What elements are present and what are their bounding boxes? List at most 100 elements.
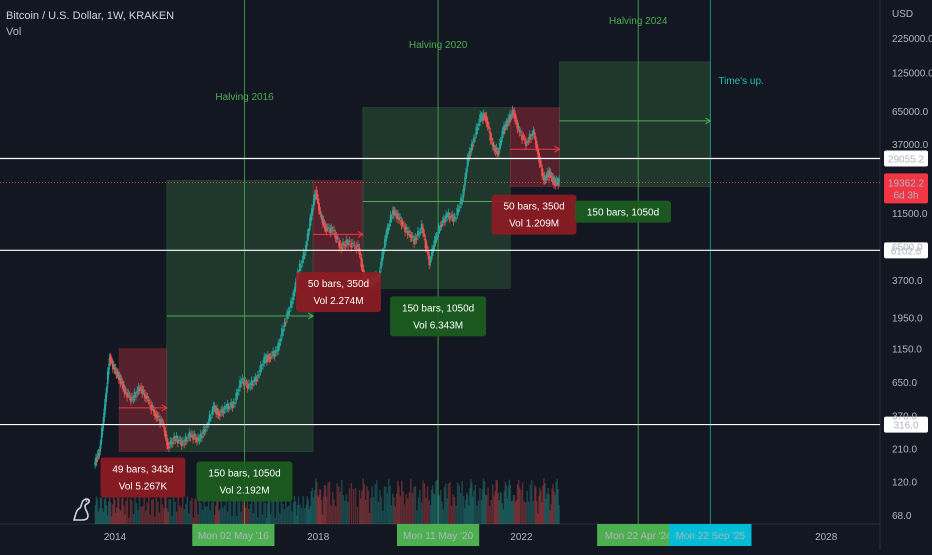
candle	[447, 212, 450, 216]
candle	[467, 159, 470, 161]
volume-bar	[243, 505, 245, 524]
volume-bar	[323, 485, 326, 524]
volume-bar	[404, 504, 406, 524]
measure-bars-label: 50 bars, 350d	[308, 279, 369, 290]
candle	[199, 433, 202, 439]
candle	[438, 229, 441, 231]
volume-bar	[386, 493, 389, 524]
candle	[468, 151, 471, 158]
candle	[418, 232, 421, 235]
candle	[394, 210, 396, 212]
volume-indicator-label[interactable]: Vol	[6, 26, 22, 38]
symbol-title[interactable]: Bitcoin / U.S. Dollar, 1W, KRAKEN	[6, 10, 175, 22]
candle	[398, 217, 400, 221]
volume-bar	[123, 505, 125, 524]
candle	[524, 140, 527, 146]
volume-bar	[109, 502, 112, 524]
date-badge	[396, 524, 480, 546]
candle	[512, 112, 515, 115]
volume-bar	[371, 486, 373, 524]
volume-bar	[226, 511, 229, 524]
candle	[154, 411, 156, 416]
volume-bar	[235, 515, 238, 524]
volume-bar	[482, 478, 485, 524]
volume-bar	[128, 517, 130, 524]
measure-bars-label: 49 bars, 343d	[112, 465, 173, 476]
volume-bar	[468, 505, 470, 524]
level-price-tag	[884, 150, 928, 167]
halving-label: Halving 2016	[215, 92, 274, 103]
volume-bar	[195, 500, 198, 524]
candle	[321, 219, 324, 225]
volume-bar	[542, 485, 544, 524]
volume-bar	[450, 506, 453, 524]
volume-bar	[473, 490, 475, 524]
candle	[503, 128, 506, 131]
candle	[112, 364, 115, 366]
volume-bar	[222, 507, 224, 524]
candle	[531, 133, 534, 137]
volume-bar	[523, 501, 525, 524]
volume-bar	[126, 498, 129, 524]
candle	[491, 142, 494, 147]
volume-bar	[191, 498, 193, 524]
candle	[190, 433, 193, 435]
volume-bar	[265, 517, 268, 524]
volume-bar	[484, 494, 487, 524]
candle	[183, 443, 186, 445]
volume-bar	[311, 487, 314, 524]
candle	[320, 215, 323, 217]
level-price-label: 29055.2	[888, 154, 925, 165]
volume-bar	[137, 509, 139, 524]
volume-bar	[138, 496, 141, 524]
volume-bar	[106, 515, 109, 524]
volume-bar	[331, 492, 334, 524]
volume-bar	[316, 482, 318, 524]
candle	[225, 408, 228, 410]
candle	[430, 257, 433, 259]
volume-bar	[201, 510, 204, 524]
volume-bar	[186, 496, 189, 524]
candle	[173, 436, 175, 441]
candle	[519, 131, 522, 133]
candle	[111, 361, 113, 363]
candle	[382, 251, 385, 255]
candle	[507, 118, 510, 123]
volume-bar	[547, 487, 549, 524]
volume-bar	[225, 496, 227, 524]
candle	[481, 115, 483, 118]
volume-bar	[414, 486, 417, 524]
candle	[138, 389, 141, 391]
box-arrow-icon	[307, 312, 315, 320]
volume-bar	[293, 496, 296, 524]
candle	[331, 230, 334, 232]
candle	[425, 244, 428, 249]
candle	[103, 408, 106, 418]
candle	[429, 260, 432, 263]
candle	[100, 439, 102, 445]
candle	[151, 406, 154, 408]
candle	[484, 116, 487, 119]
volume-bar	[508, 479, 511, 524]
volume-bar	[179, 505, 181, 524]
box-arrow-icon	[161, 404, 168, 412]
candle	[124, 389, 127, 391]
volume-bar	[514, 501, 517, 524]
volume-bar	[120, 510, 122, 524]
candle	[145, 395, 148, 399]
candle	[202, 430, 205, 435]
candle	[217, 412, 220, 415]
y-tick-label: 68.0	[892, 511, 912, 522]
volume-bar	[433, 492, 435, 524]
volume-bar	[502, 509, 505, 524]
candle	[416, 231, 419, 237]
candle	[495, 147, 498, 151]
volume-bar	[271, 500, 273, 524]
candle	[250, 380, 253, 386]
candle	[131, 396, 134, 399]
volume-bar	[152, 498, 154, 524]
candle	[167, 442, 169, 446]
candle	[482, 113, 485, 117]
